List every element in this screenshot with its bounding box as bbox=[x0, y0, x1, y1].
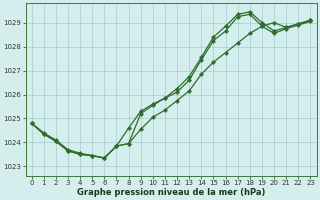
X-axis label: Graphe pression niveau de la mer (hPa): Graphe pression niveau de la mer (hPa) bbox=[77, 188, 265, 197]
